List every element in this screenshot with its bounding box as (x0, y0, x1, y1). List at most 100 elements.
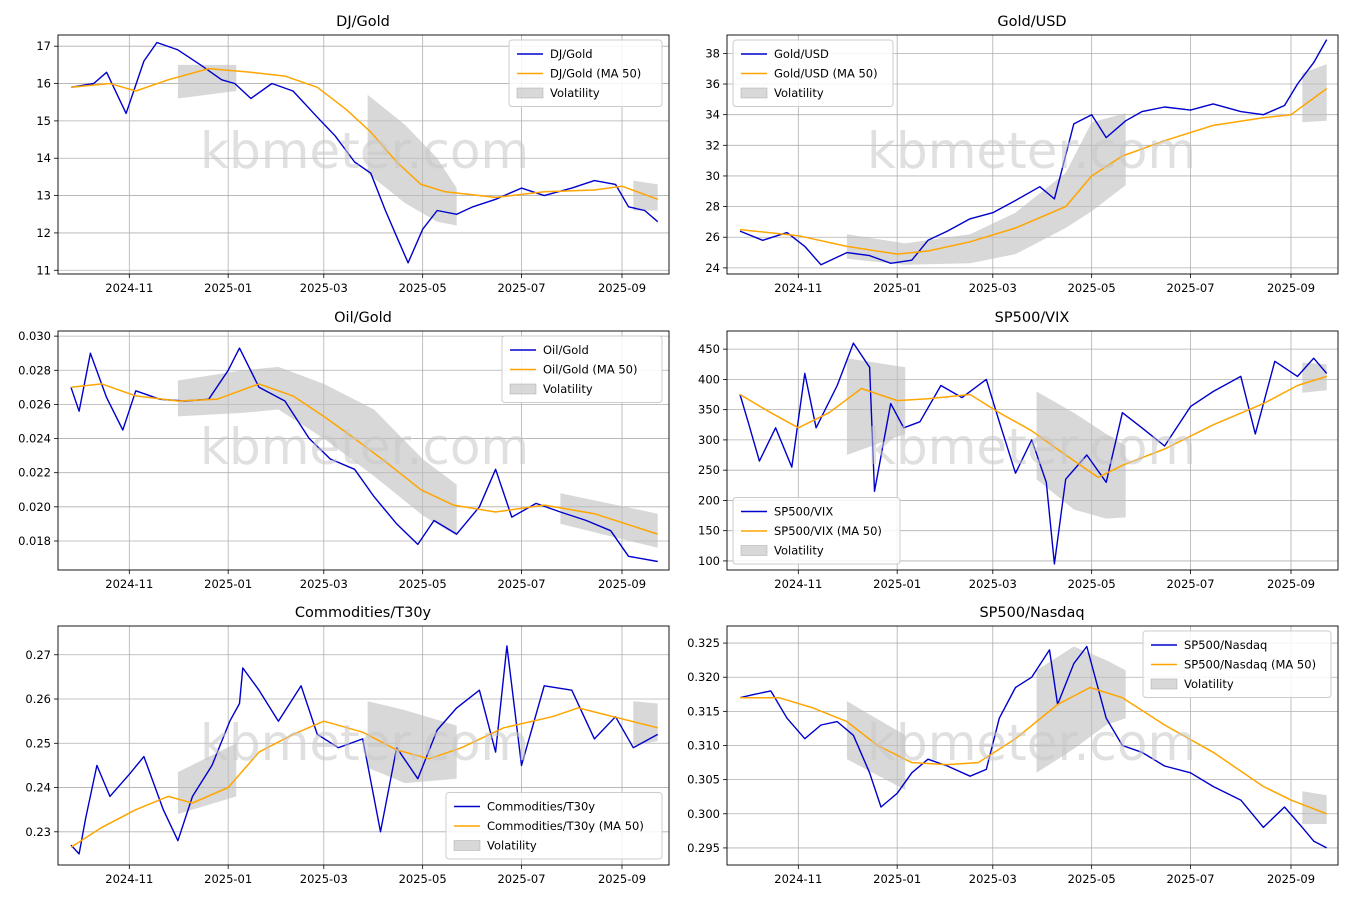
legend-swatch-volatility (740, 87, 768, 99)
legend-box (1142, 630, 1332, 698)
legend-label: DJ/Gold (MA 50) (550, 67, 641, 81)
series-line-oil-gold (70, 347, 658, 563)
x-tick-label: 2025-09 (598, 281, 646, 295)
volatility-band (367, 94, 457, 226)
series-line-oil-gold-ma-50 (70, 383, 658, 535)
y-tick-label: 34 (705, 108, 720, 122)
y-tick-label: 26 (705, 230, 720, 244)
y-tick-label: 13 (36, 189, 51, 203)
plot-area: 2024-11 2025-01 2025-03 2025-05 2025-07 2025-… (698, 330, 1339, 591)
legend-swatch-volatility (509, 383, 537, 395)
series-line-sp500-vix-ma-50 (739, 375, 1327, 479)
chart-title: SP500/Nasdaq (979, 605, 1084, 621)
y-tick-label: 0.320 (687, 670, 720, 684)
volatility-band (633, 701, 658, 746)
legend-box (501, 335, 663, 403)
chart-title: Oil/Gold (334, 310, 392, 326)
y-tick-label: 150 (698, 524, 720, 538)
x-tick-label: 2025-01 (204, 281, 252, 295)
chart-panel-commodities-t30y: 2024-11 2025-01 2025-03 2025-05 2025-07 2025-… (25, 605, 670, 886)
volatility-band (846, 358, 906, 455)
y-tick-label: 0.305 (687, 773, 720, 787)
x-tick-label: 2025-01 (204, 872, 252, 886)
axes-frame (726, 625, 1339, 866)
x-tick-label: 2025-05 (1068, 872, 1116, 886)
x-tick-label: 2025-03 (969, 281, 1017, 295)
x-tick-label: 2025-07 (1166, 872, 1214, 886)
legend: Oil/Gold Oil/Gold (MA 50) Volatility (501, 335, 663, 403)
legend-label: SP500/Nasdaq (MA 50) (1184, 658, 1316, 672)
legend-label: SP500/Nasdaq (1184, 638, 1267, 652)
y-tick-label: 0.315 (687, 704, 720, 718)
legend-label: Volatility (487, 839, 537, 853)
legend-label: Volatility (543, 382, 593, 396)
axes-frame (57, 330, 670, 571)
y-tick-label: 200 (698, 493, 720, 507)
chart-panel-sp500-nasdaq: 2024-11 2025-01 2025-03 2025-05 2025-07 2025-… (687, 605, 1339, 886)
x-tick-label: 2025-09 (598, 872, 646, 886)
x-tick-label: 2025-05 (1068, 577, 1116, 591)
chart-panel-dj-gold: 2024-11 2025-01 2025-03 2025-05 2025-07 2025-… (36, 14, 670, 295)
legend-label: Gold/USD (MA 50) (774, 67, 878, 81)
y-tick-label: 16 (36, 77, 51, 91)
x-tick-label: 2025-05 (399, 281, 447, 295)
chart-panel-gold-usd: 2024-11 2025-01 2025-03 2025-05 2025-07 2025-… (705, 14, 1339, 295)
legend-swatch-volatility (1150, 678, 1178, 690)
x-tick-label: 2025-01 (873, 281, 921, 295)
chart-title: Gold/USD (997, 14, 1066, 30)
watermark: kbmeter.com (867, 122, 1196, 180)
watermark: kbmeter.com (867, 418, 1196, 476)
x-tick-label: 2025-05 (399, 577, 447, 591)
chart-panel-oil-gold: 2024-11 2025-01 2025-03 2025-05 2025-07 2025-… (18, 310, 670, 591)
plot-area: 2024-11 2025-01 2025-03 2025-05 2025-07 2025-… (25, 625, 670, 886)
plot-area: 2024-11 2025-01 2025-03 2025-05 2025-07 2025-… (18, 329, 670, 591)
y-tick-label: 17 (36, 39, 51, 53)
y-tick-label: 11 (36, 263, 51, 277)
x-tick-label: 2024-11 (774, 281, 822, 295)
legend: DJ/Gold DJ/Gold (MA 50) Volatility (508, 39, 663, 107)
legend: SP500/Nasdaq SP500/Nasdaq (MA 50) Volatili… (1142, 630, 1332, 698)
y-tick-label: 28 (705, 200, 720, 214)
plot-area: 2024-11 2025-01 2025-03 2025-05 2025-07 2025-… (687, 625, 1339, 886)
x-tick-label: 2025-03 (300, 872, 348, 886)
x-tick-label: 2024-11 (105, 577, 153, 591)
x-tick-label: 2025-05 (1068, 281, 1116, 295)
legend: Commodities/T30y Commodities/T30y (MA 50)… (445, 792, 663, 860)
legend-box (732, 497, 901, 565)
legend-label: Commodities/T30y (MA 50) (487, 819, 644, 833)
series-line-sp500-vix (739, 342, 1328, 565)
x-tick-label: 2025-03 (300, 281, 348, 295)
y-tick-label: 14 (36, 151, 51, 165)
series-line-gold-usd-ma-50 (739, 87, 1328, 255)
volatility-band (846, 701, 906, 790)
y-tick-label: 450 (698, 342, 720, 356)
y-tick-label: 30 (705, 169, 720, 183)
y-tick-label: 0.24 (25, 781, 51, 795)
volatility-band (1302, 362, 1327, 393)
legend-label: Commodities/T30y (487, 800, 595, 814)
volatility-band (1036, 646, 1126, 773)
y-tick-label: 250 (698, 463, 720, 477)
x-tick-label: 2025-01 (873, 577, 921, 591)
series-line-sp500-nasdaq (739, 645, 1328, 849)
chart-title: SP500/VIX (995, 310, 1070, 326)
y-tick-label: 12 (36, 226, 51, 240)
x-tick-label: 2025-03 (969, 872, 1017, 886)
y-tick-label: 0.028 (18, 363, 51, 377)
x-tick-label: 2025-03 (300, 577, 348, 591)
y-tick-label: 400 (698, 372, 720, 386)
series-line-dj-gold-ma-50 (70, 67, 658, 201)
axes-frame (57, 625, 670, 866)
y-tick-label: 0.300 (687, 807, 720, 821)
x-tick-label: 2024-11 (105, 281, 153, 295)
volatility-band (846, 113, 1126, 265)
axes-frame (726, 34, 1339, 275)
y-tick-label: 350 (698, 403, 720, 417)
legend-swatch-volatility (516, 87, 544, 99)
y-tick-label: 38 (705, 46, 720, 60)
volatility-band (367, 701, 457, 784)
chart-title: Commodities/T30y (295, 605, 432, 621)
x-tick-label: 2025-05 (399, 872, 447, 886)
volatility-band (560, 493, 658, 548)
